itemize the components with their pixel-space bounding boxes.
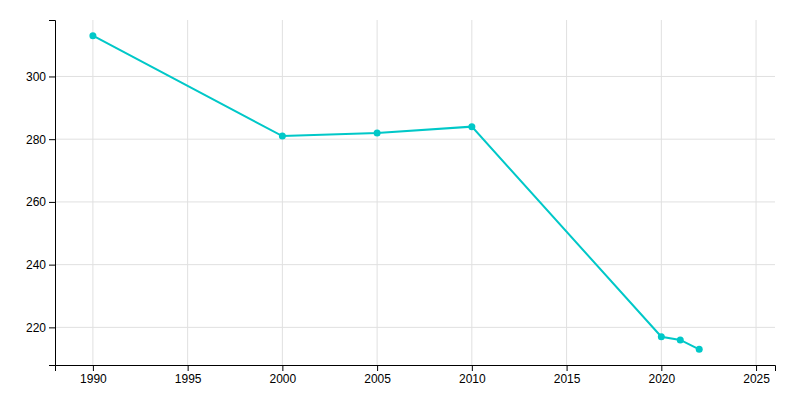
tick: 260	[26, 195, 55, 209]
tick: 2015	[554, 365, 581, 386]
axis-line	[49, 21, 56, 366]
tick: 1995	[175, 365, 202, 386]
tick: 2005	[364, 365, 391, 386]
chart: 1990 1995 2000 2005 2010 2015 2020 2025 220 240 26…	[0, 0, 800, 400]
tick-mark	[567, 365, 568, 371]
tick-mark	[377, 365, 378, 371]
grid-line	[55, 264, 775, 265]
tick-mark	[188, 365, 189, 371]
tick-label: 280	[26, 133, 46, 147]
tick-label: 2000	[270, 372, 297, 386]
tick-label: 2015	[554, 372, 581, 386]
grid-line	[187, 20, 188, 365]
grid-line	[661, 20, 662, 365]
tick-mark	[49, 265, 55, 266]
tick: 2020	[648, 365, 675, 386]
tick: 280	[26, 133, 55, 147]
tick-mark	[93, 365, 94, 371]
tick: 300	[26, 70, 55, 84]
tick-label: 260	[26, 195, 46, 209]
tick-label: 2020	[648, 372, 675, 386]
marker	[658, 333, 665, 340]
grid-line	[55, 201, 775, 202]
tick-mark	[49, 202, 55, 203]
y-axis: 220 240 260 280 300	[26, 21, 56, 366]
x-axis: 1990 1995 2000 2005 2010 2015 2020 2025	[56, 365, 776, 386]
grid-line	[756, 20, 757, 365]
tick-label: 2005	[364, 372, 391, 386]
marker	[696, 346, 703, 353]
tick-label: 220	[26, 321, 46, 335]
grid-line	[282, 20, 283, 365]
grid-line	[92, 20, 93, 365]
tick-label: 1990	[80, 372, 107, 386]
tick-mark	[49, 139, 55, 140]
marker	[374, 129, 381, 136]
tick-label: 1995	[175, 372, 202, 386]
tick-mark	[282, 365, 283, 371]
tick-mark	[49, 327, 55, 328]
tick-label: 2010	[459, 372, 486, 386]
marker	[468, 123, 475, 130]
grid-line	[55, 76, 775, 77]
tick: 1990	[80, 365, 107, 386]
grid-line	[471, 20, 472, 365]
tick-label: 300	[26, 70, 46, 84]
tick: 2025	[743, 365, 770, 386]
tick-mark	[756, 365, 757, 371]
tick: 2000	[270, 365, 297, 386]
plot-area: 1990 1995 2000 2005 2010 2015 2020 2025 220 240 26…	[26, 20, 776, 386]
marker	[279, 133, 286, 140]
grid-line	[55, 327, 775, 328]
tick-mark	[472, 365, 473, 371]
tick: 2010	[459, 365, 486, 386]
tick: 240	[26, 258, 55, 272]
line	[93, 36, 699, 350]
tick-label: 240	[26, 258, 46, 272]
grid	[55, 20, 775, 365]
series	[89, 32, 702, 353]
tick-mark	[49, 76, 55, 77]
tick-label: 2025	[743, 372, 770, 386]
marker	[677, 336, 684, 343]
tick-mark	[661, 365, 662, 371]
grid-line	[566, 20, 567, 365]
marker	[89, 32, 96, 39]
tick: 220	[26, 321, 55, 335]
grid-line	[55, 139, 775, 140]
grid-line	[377, 20, 378, 365]
axis-line	[56, 366, 776, 372]
